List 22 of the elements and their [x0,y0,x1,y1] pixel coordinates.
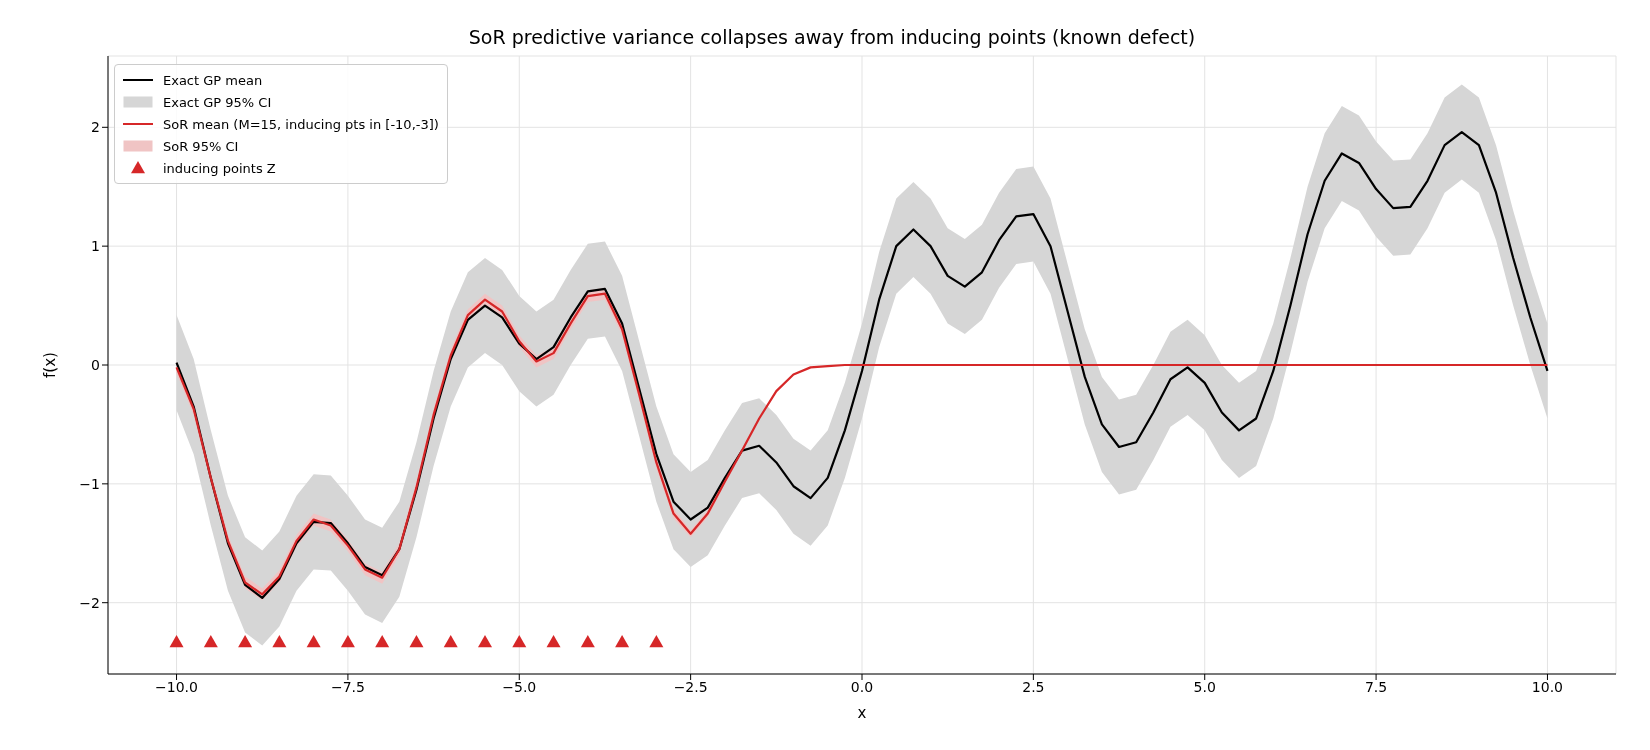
legend-label: SoR 95% CI [163,138,239,154]
legend-label: Exact GP mean [163,72,263,88]
chart-title: SoR predictive variance collapses away from inducing points (known defect) [467,26,1197,48]
y-tick-label: −2 [79,594,100,611]
y-axis-title: f(x) [41,352,60,378]
x-tick-label: 2.5 [1022,678,1045,695]
x-tick-label: −10.0 [155,678,198,695]
x-tick-label: 10.0 [1531,678,1564,695]
legend-label: inducing points Z [163,160,276,176]
legend-label: SoR mean (M=15, inducing pts in [-10,-3]) [163,116,439,132]
y-tick-label: −1 [79,475,100,492]
x-tick-label: −5.0 [502,678,537,695]
x-tick-label: −7.5 [330,678,365,695]
x-tick-label: 0.0 [850,678,874,695]
x-tick-label: −2.5 [673,678,708,695]
y-tick-label: 1 [91,238,100,255]
x-tick-label: 5.0 [1193,678,1216,695]
x-tick-label: 7.5 [1364,678,1388,695]
x-axis-title: x [857,704,867,722]
y-tick-label: 0 [91,356,100,373]
legend-label: Exact GP 95% CI [163,94,272,110]
y-tick-label: 2 [91,119,100,136]
